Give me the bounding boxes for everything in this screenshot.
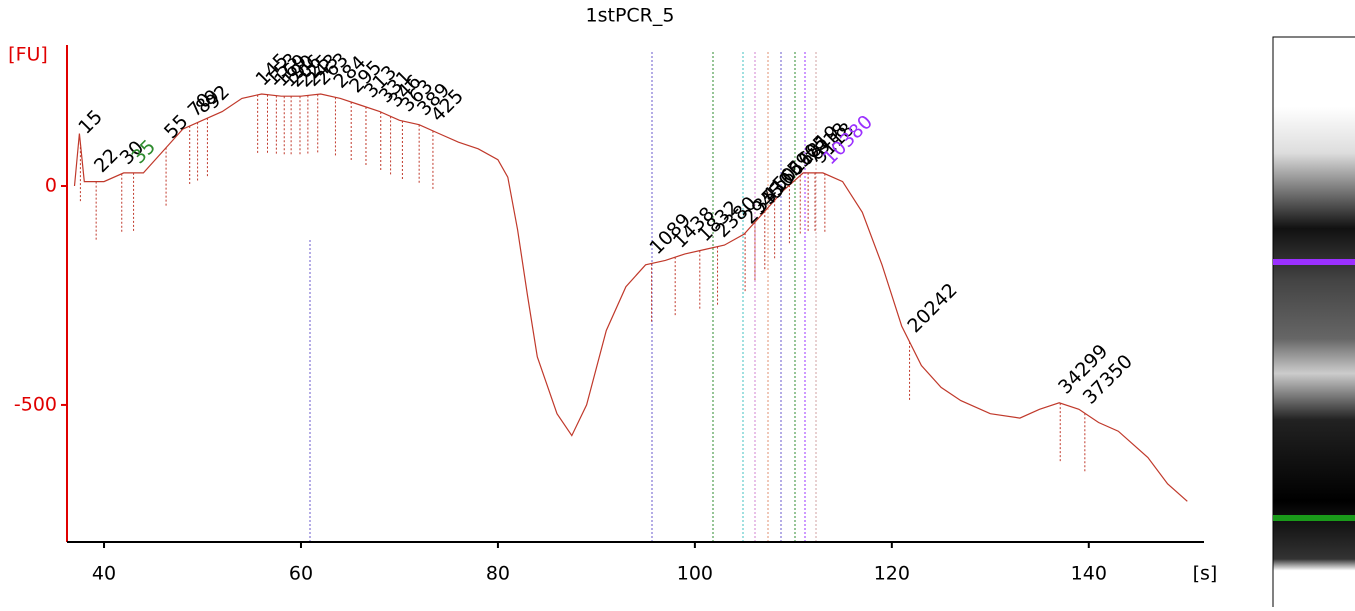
y-axis-label: [FU] (8, 44, 48, 66)
y-tick-label: -500 (14, 393, 57, 415)
x-tick-label: 80 (486, 563, 510, 585)
x-tick-label: 100 (677, 563, 713, 585)
gel-lower-marker (1273, 515, 1355, 521)
x-axis-label: [s] (1193, 563, 1218, 585)
trace (73, 93, 1188, 502)
peak-label: 22 (90, 144, 123, 177)
gel-upper-marker (1273, 259, 1355, 265)
chart-title: 1stPCR_5 (586, 5, 675, 27)
x-tick-label: 40 (92, 563, 116, 585)
peak-label: 20242 (903, 279, 961, 337)
peak-label: 55 (160, 110, 193, 143)
y-tick-label: 0 (45, 174, 57, 196)
x-tick-label: 140 (1071, 563, 1107, 585)
marker-lines (309, 52, 817, 542)
x-tick-label: 120 (874, 563, 910, 585)
gel-lane (1272, 36, 1355, 611)
x-tick-label: 60 (289, 563, 313, 585)
